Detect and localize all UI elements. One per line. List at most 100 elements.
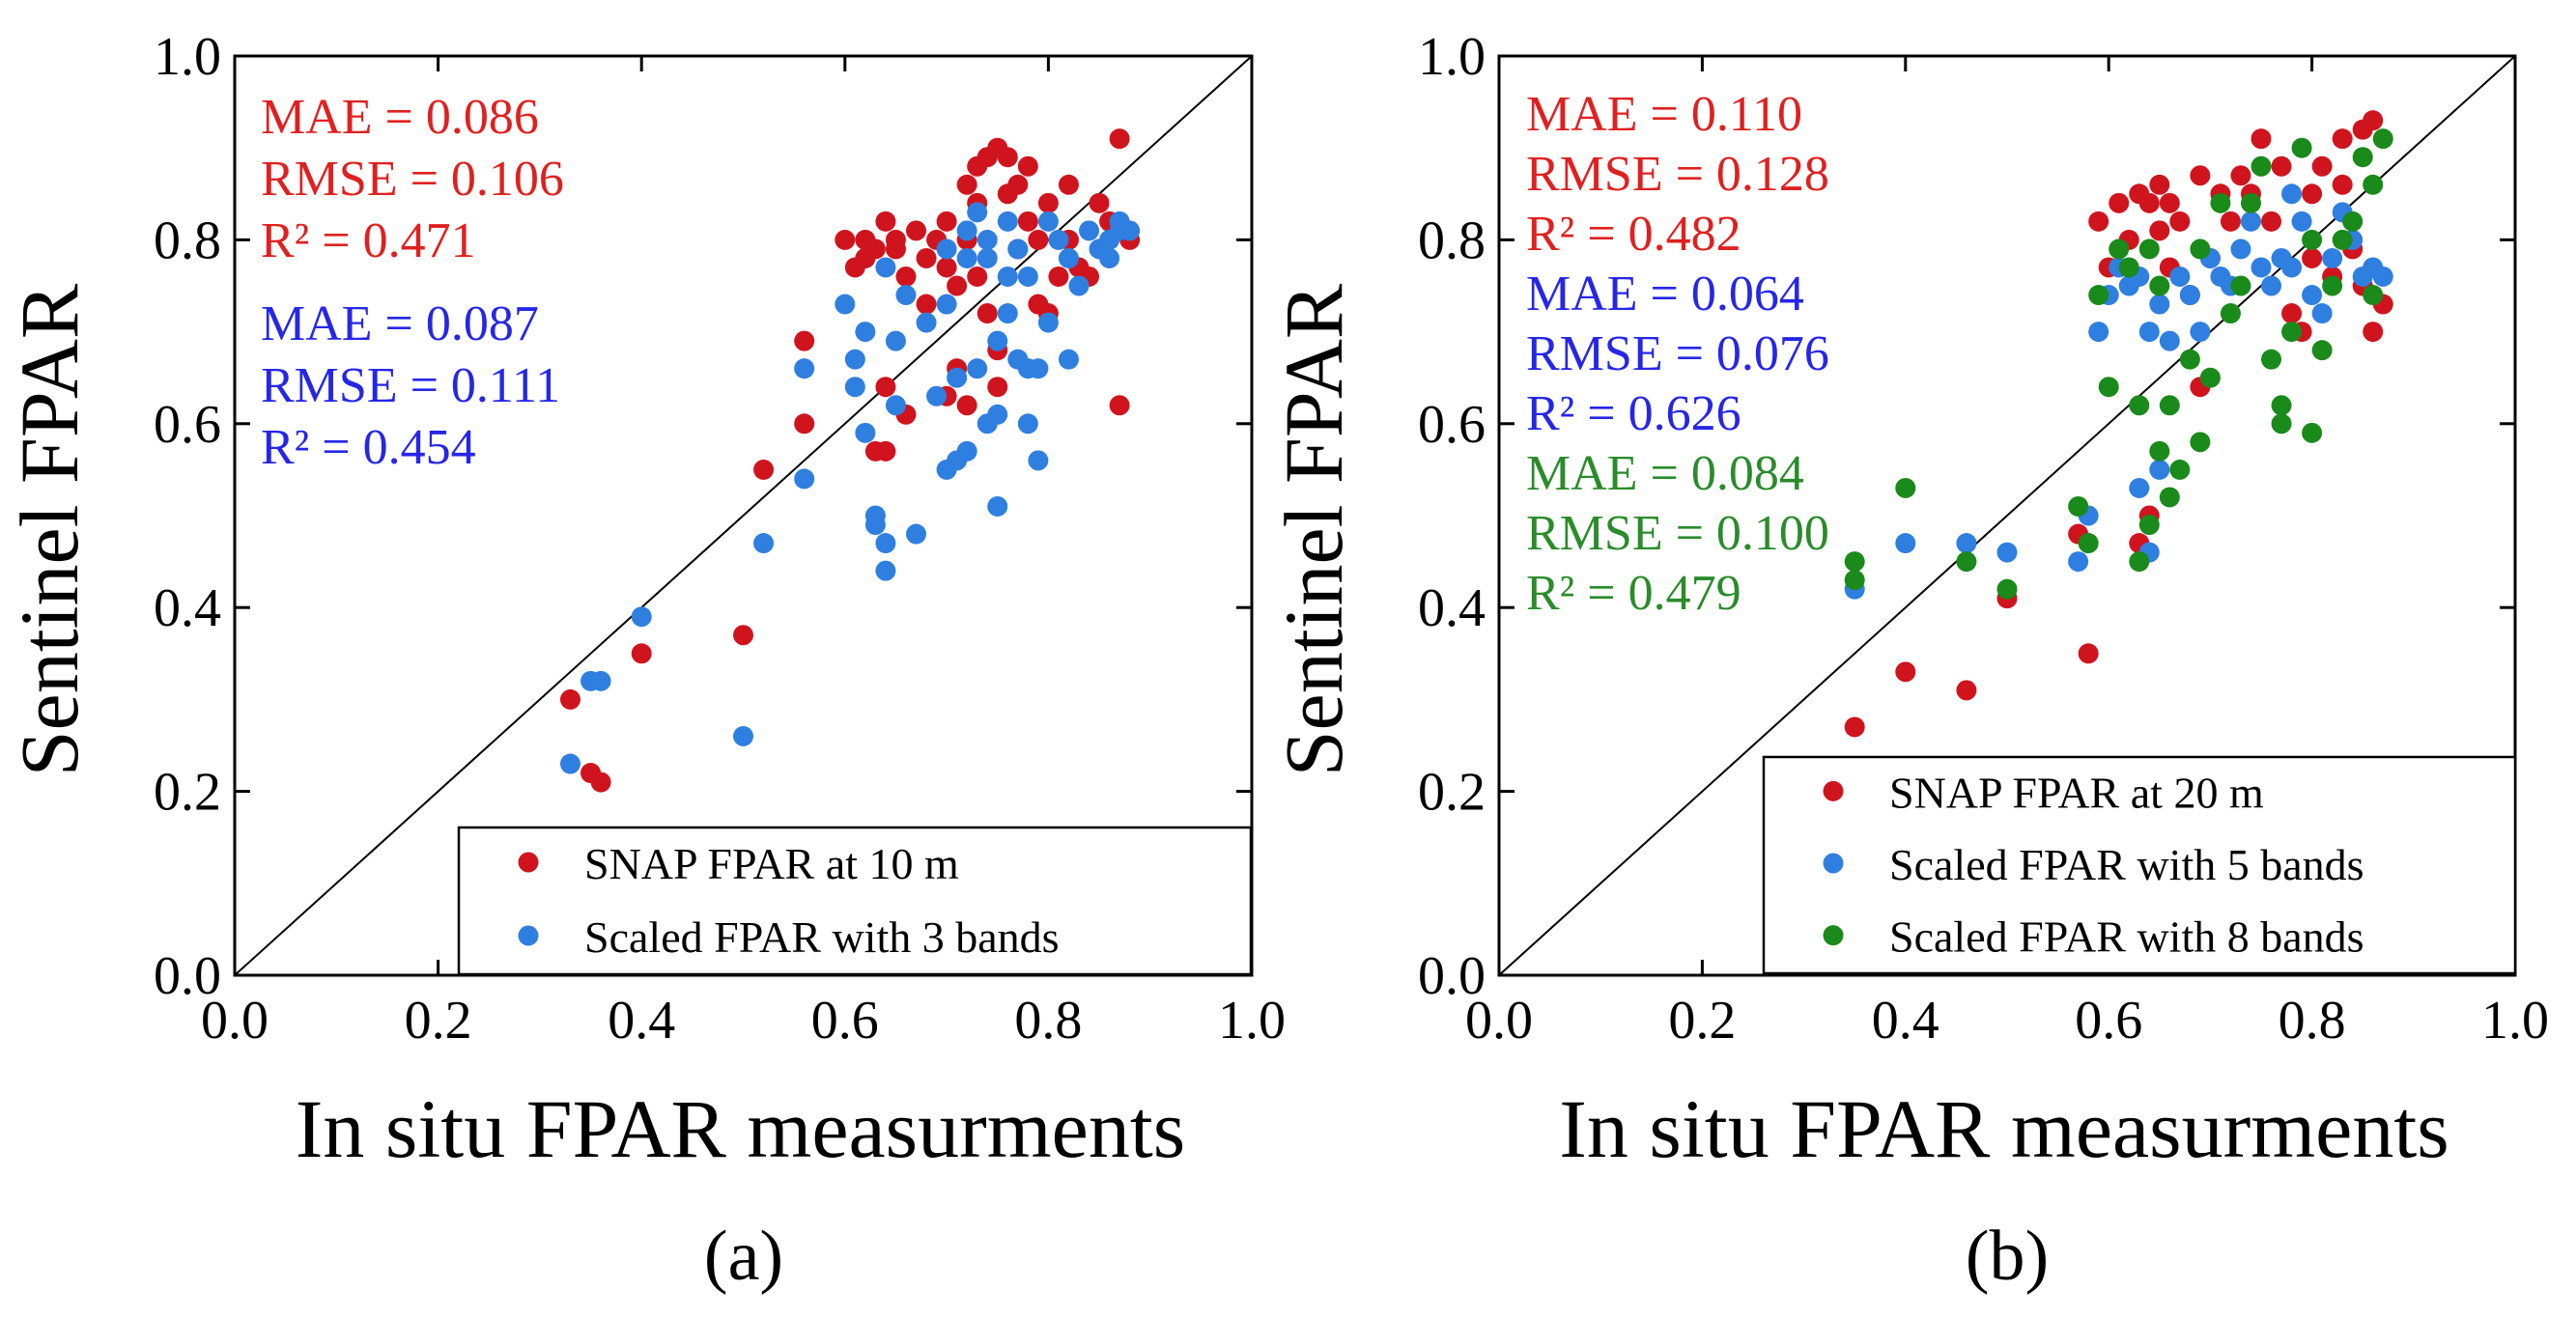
data-point <box>2190 238 2211 260</box>
data-point <box>2159 395 2180 416</box>
data-point <box>1007 238 1029 260</box>
data-point <box>835 229 856 250</box>
data-point <box>1058 349 1079 370</box>
x-tick-label: 0.0 <box>201 991 269 1051</box>
data-point <box>1089 192 1110 213</box>
data-point <box>2363 285 2384 306</box>
x-tick-label: 0.6 <box>811 991 879 1051</box>
data-point <box>1109 128 1130 150</box>
data-point <box>794 358 815 379</box>
data-point <box>794 330 815 351</box>
data-point <box>895 285 917 306</box>
one-to-one-line <box>234 55 1253 976</box>
x-tick-label: 0.4 <box>608 991 675 1051</box>
data-point <box>2281 303 2303 324</box>
data-point <box>987 330 1008 351</box>
y-tick-label: 0.2 <box>1418 763 1486 823</box>
data-point <box>631 643 652 664</box>
legend-label: Scaled FPAR with 8 bands <box>1889 912 2364 962</box>
data-point <box>2291 137 2312 158</box>
data-point <box>2129 395 2150 416</box>
data-point <box>2302 183 2323 205</box>
stat-text: RMSE = 0.106 <box>261 152 564 207</box>
data-point <box>1017 413 1038 435</box>
data-point <box>2138 515 2160 536</box>
y-tick-label: 0.4 <box>154 578 221 638</box>
data-point <box>1895 533 1916 554</box>
data-point <box>1058 247 1079 268</box>
x-tick-label: 0.8 <box>2279 991 2346 1051</box>
data-point <box>2230 275 2251 296</box>
stat-text: R² = 0.479 <box>1526 566 1741 621</box>
x-axis-label: In situ FPAR measurments <box>296 1082 1185 1175</box>
data-point <box>926 385 948 407</box>
data-point <box>2190 432 2211 453</box>
panel-a: 0.0 0.2 0.4 0.6 0.8 1.0 0.0 0.2 0.4 0.6 0.8 1.0 In s… <box>3 27 1286 1296</box>
legend-marker <box>518 925 539 946</box>
data-point <box>2352 147 2373 168</box>
data-point <box>2271 155 2292 177</box>
data-point <box>2068 495 2089 517</box>
legend-marker <box>1823 853 1844 874</box>
data-point <box>2332 174 2353 195</box>
stat-text: MAE = 0.084 <box>1526 446 1804 501</box>
stat-text: RMSE = 0.100 <box>1526 506 1829 561</box>
data-point <box>2088 322 2109 343</box>
data-point <box>2261 349 2282 370</box>
y-tick-label: 0.0 <box>1418 946 1486 1006</box>
legend-box <box>1762 755 2517 975</box>
data-point <box>1956 533 1977 554</box>
data-point <box>875 377 896 398</box>
data-point <box>2261 275 2282 296</box>
data-point <box>2199 367 2221 388</box>
stat-text: MAE = 0.087 <box>261 296 539 351</box>
data-point <box>997 210 1018 232</box>
data-point <box>2311 155 2333 177</box>
data-point <box>753 459 775 480</box>
data-point <box>987 377 1008 398</box>
data-point <box>2159 192 2180 213</box>
data-point <box>2291 210 2312 232</box>
data-point <box>2230 238 2251 260</box>
data-point <box>2322 275 2343 296</box>
data-point <box>2109 192 2130 213</box>
x-tick-label: 0.2 <box>405 991 472 1051</box>
data-point <box>835 294 856 315</box>
x-tick-label: 0.2 <box>1668 991 1736 1051</box>
data-point <box>936 210 957 232</box>
data-point <box>864 515 886 536</box>
data-point <box>2138 192 2160 213</box>
data-point <box>2372 266 2393 287</box>
data-point <box>997 303 1018 324</box>
data-point <box>2271 413 2292 435</box>
stat-text: R² = 0.626 <box>1526 386 1741 441</box>
data-point <box>2149 275 2170 296</box>
data-point <box>2169 459 2191 480</box>
x-axis-label: In situ FPAR measurments <box>1559 1082 2449 1175</box>
data-point <box>2088 210 2109 232</box>
data-point <box>947 275 968 296</box>
data-point <box>997 266 1018 287</box>
data-point <box>2363 322 2384 343</box>
y-tick-label: 0.6 <box>154 395 221 455</box>
data-point <box>1048 266 1069 287</box>
data-point <box>1079 220 1100 241</box>
data-point <box>590 771 611 793</box>
data-point <box>1996 578 2018 600</box>
data-point <box>916 294 937 315</box>
data-point <box>2179 349 2200 370</box>
legend-marker <box>1823 925 1844 946</box>
data-point <box>864 238 886 260</box>
y-tick-label: 0.0 <box>154 946 221 1006</box>
data-point <box>2363 174 2384 195</box>
data-point <box>2159 330 2180 351</box>
data-point <box>2129 477 2150 498</box>
data-point <box>2068 551 2089 573</box>
data-point <box>1037 210 1059 232</box>
data-point <box>753 533 775 554</box>
x-tick-label: 1.0 <box>2481 991 2549 1051</box>
legend-label: Scaled FPAR with 5 bands <box>1889 840 2364 889</box>
data-point <box>2220 303 2241 324</box>
data-point <box>855 322 876 343</box>
data-point <box>906 523 927 545</box>
